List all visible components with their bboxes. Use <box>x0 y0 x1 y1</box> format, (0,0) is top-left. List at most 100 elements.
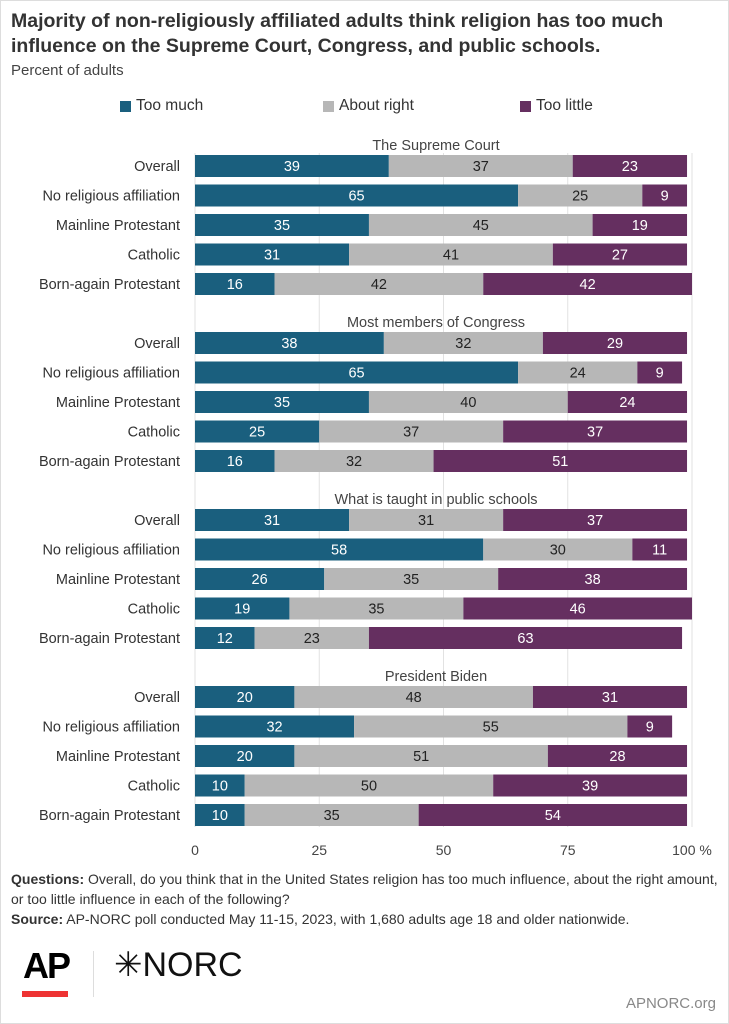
bar-too-much <box>195 243 350 266</box>
bar-about-right <box>324 568 499 590</box>
category-label: Catholic <box>128 779 180 795</box>
data-label: 51 <box>552 454 568 470</box>
legend-about-right: About right <box>323 97 414 115</box>
bar-too-much <box>195 450 275 472</box>
bar-too-much <box>195 686 295 708</box>
data-label: 54 <box>545 808 561 824</box>
bar-about-right <box>274 450 434 472</box>
bar-too-little <box>642 184 688 207</box>
data-label: 32 <box>266 720 282 736</box>
source-label: Source: <box>11 911 64 927</box>
bar-too-much <box>195 214 369 236</box>
questions-text: Overall, do you think that in the United… <box>11 871 718 907</box>
data-label: 55 <box>483 720 499 736</box>
bar-too-much <box>195 627 255 649</box>
data-label: 10 <box>212 779 228 795</box>
data-label: 27 <box>612 248 628 264</box>
category-label: Overall <box>134 159 180 175</box>
data-label: 24 <box>570 366 586 382</box>
legend-swatch <box>520 100 531 112</box>
legend-label: Too little <box>536 97 593 114</box>
website-url: APNORC.org <box>625 995 716 1012</box>
data-label: 42 <box>371 277 387 293</box>
bar-too-little <box>627 715 673 738</box>
bar-too-much <box>195 745 295 767</box>
bar-too-little <box>552 243 688 266</box>
data-label: 50 <box>361 779 377 795</box>
bar-too-much <box>195 184 519 207</box>
data-label: 29 <box>607 336 623 352</box>
bar-about-right <box>294 686 533 708</box>
bar-about-right <box>518 184 643 207</box>
bar-about-right <box>354 715 628 738</box>
data-label: 45 <box>473 218 489 234</box>
bar-about-right <box>518 361 638 384</box>
data-label: 31 <box>602 690 618 706</box>
bar-too-much <box>195 568 325 590</box>
bar-too-little <box>463 597 692 620</box>
data-label: 23 <box>622 159 638 175</box>
category-label: Catholic <box>128 248 180 264</box>
category-label: Mainline Protestant <box>56 395 180 411</box>
data-label: 31 <box>264 513 280 529</box>
ap-logo-bar <box>22 991 68 997</box>
legend-too-much: Too much <box>120 97 203 115</box>
data-label: 38 <box>585 572 601 588</box>
data-label: 37 <box>587 513 603 529</box>
data-label: 9 <box>646 720 654 736</box>
bar-too-little <box>632 538 688 561</box>
bar-about-right <box>349 509 504 531</box>
legend-swatch <box>323 100 334 112</box>
data-label: 35 <box>324 808 340 824</box>
footnote: Questions: Overall, do you think that in… <box>11 869 721 929</box>
data-label: 19 <box>632 218 648 234</box>
data-label: 32 <box>346 454 362 470</box>
data-label: 11 <box>652 543 667 559</box>
bar-too-little <box>547 745 688 767</box>
bar-about-right <box>254 627 369 649</box>
data-label: 35 <box>403 572 419 588</box>
category-label: No religious affiliation <box>42 720 180 736</box>
bar-too-much <box>195 715 355 738</box>
data-label: 35 <box>274 218 290 234</box>
bar-about-right <box>388 155 573 177</box>
bar-too-little <box>483 273 692 295</box>
logo-divider <box>93 951 94 997</box>
bar-about-right <box>244 774 494 797</box>
x-tick-label: 50 <box>436 842 452 858</box>
category-label: Overall <box>134 690 180 706</box>
bar-too-little <box>567 391 688 413</box>
category-label: Born-again Protestant <box>39 808 180 824</box>
category-label: Born-again Protestant <box>39 277 180 293</box>
data-label: 24 <box>619 395 635 411</box>
questions-label: Questions: <box>11 871 85 887</box>
data-label: 9 <box>656 366 664 382</box>
stacked-bar-chart: 0 25 50 75 100 % The Supreme Court Overall 39 37… <box>39 138 712 858</box>
panel-title: President Biden <box>385 669 487 685</box>
bar-too-much <box>195 774 245 797</box>
data-label: 42 <box>580 277 596 293</box>
bar-too-little <box>498 568 688 590</box>
category-label: Overall <box>134 336 180 352</box>
chart-subtitle: Percent of adults <box>11 62 124 79</box>
bar-about-right <box>483 538 633 561</box>
bar-too-much <box>195 391 369 413</box>
x-tick-label: 75 <box>560 842 576 858</box>
data-label: 32 <box>455 336 471 352</box>
bar-about-right <box>368 214 593 236</box>
legend-label: About right <box>339 97 414 114</box>
data-label: 40 <box>460 395 476 411</box>
bar-about-right <box>368 391 568 413</box>
bar-too-little <box>418 804 688 826</box>
data-label: 16 <box>227 277 243 293</box>
data-label: 31 <box>418 513 434 529</box>
data-label: 9 <box>661 189 669 205</box>
bar-about-right <box>274 273 484 295</box>
category-label: No religious affiliation <box>42 543 180 559</box>
bar-too-much <box>195 804 245 826</box>
legend-label: Too much <box>136 97 204 114</box>
data-label: 25 <box>572 189 588 205</box>
category-label: Overall <box>134 513 180 529</box>
data-label: 63 <box>517 631 533 647</box>
category-label: Born-again Protestant <box>39 454 180 470</box>
